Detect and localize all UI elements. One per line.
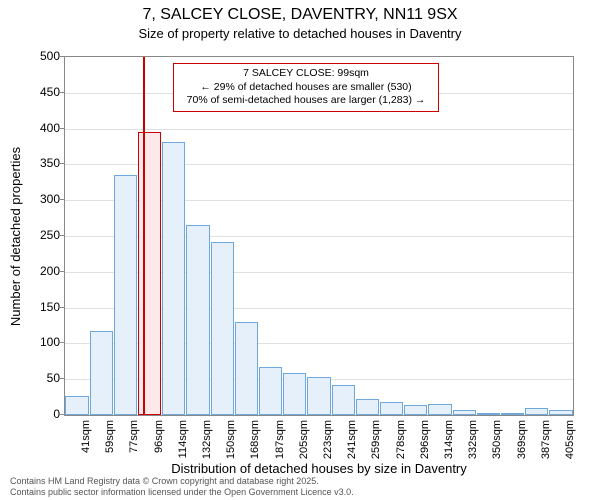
ytick-label: 300 — [26, 192, 60, 206]
xtick-label: 132sqm — [201, 420, 213, 459]
xtick-label: 405sqm — [564, 420, 576, 459]
callout-box: 7 SALCEY CLOSE: 99sqm← 29% of detached h… — [173, 63, 439, 112]
xtick-label: 114sqm — [177, 420, 189, 458]
xtick-label: 387sqm — [540, 420, 552, 459]
footer-line-1: Contains HM Land Registry data © Crown c… — [10, 476, 590, 487]
histogram-bar — [259, 367, 282, 415]
histogram-bar — [525, 408, 548, 415]
xtick-label: 278sqm — [395, 420, 407, 459]
histogram-bar — [211, 242, 234, 415]
ytick-mark — [60, 128, 64, 129]
ytick-label: 400 — [26, 121, 60, 135]
ytick-label: 250 — [26, 228, 60, 242]
histogram-bar — [283, 373, 306, 415]
xtick-label: 369sqm — [516, 420, 528, 459]
xtick-label: 332sqm — [467, 420, 479, 459]
xtick-label: 168sqm — [249, 420, 261, 459]
xtick-label: 350sqm — [491, 420, 503, 459]
plot-area: 7 SALCEY CLOSE: 99sqm← 29% of detached h… — [64, 56, 574, 416]
histogram-bar — [307, 377, 330, 415]
ytick-mark — [60, 414, 64, 415]
callout-line-3: 70% of semi-detached houses are larger (… — [180, 94, 432, 108]
y-axis-label: Number of detached properties — [8, 56, 24, 416]
histogram-bar — [428, 404, 451, 415]
xtick-label: 314sqm — [443, 420, 455, 459]
footer-line-2: Contains public sector information licen… — [10, 487, 590, 498]
callout-line-1: 7 SALCEY CLOSE: 99sqm — [180, 67, 432, 81]
ytick-mark — [60, 342, 64, 343]
histogram-bar — [549, 410, 572, 415]
x-axis-label: Distribution of detached houses by size … — [64, 461, 574, 476]
histogram-bar — [114, 175, 137, 415]
xtick-label: 59sqm — [104, 420, 116, 453]
xtick-label: 150sqm — [225, 420, 237, 459]
ytick-mark — [60, 163, 64, 164]
xtick-label: 187sqm — [274, 420, 286, 459]
ytick-label: 200 — [26, 264, 60, 278]
histogram-bar — [138, 132, 161, 415]
gridline — [65, 129, 573, 130]
histogram-bar — [90, 331, 113, 415]
xtick-label: 77sqm — [128, 420, 140, 453]
chart-container: 7, SALCEY CLOSE, DAVENTRY, NN11 9SX Size… — [0, 0, 600, 500]
ytick-mark — [60, 271, 64, 272]
y-axis-label-text: Number of detached properties — [9, 146, 24, 325]
xtick-label: 259sqm — [370, 420, 382, 459]
xtick-label: 96sqm — [153, 420, 165, 453]
ytick-mark — [60, 199, 64, 200]
ytick-label: 50 — [26, 371, 60, 385]
reference-line — [143, 57, 145, 415]
histogram-bar — [356, 399, 379, 415]
attribution-footer: Contains HM Land Registry data © Crown c… — [10, 476, 590, 498]
histogram-bar — [404, 405, 427, 415]
histogram-bar — [501, 413, 524, 415]
histogram-bar — [65, 396, 88, 415]
histogram-bar — [186, 225, 209, 415]
histogram-bar — [235, 322, 258, 415]
ytick-mark — [60, 56, 64, 57]
xtick-label: 241sqm — [346, 420, 358, 459]
histogram-bar — [453, 410, 476, 415]
chart-subtitle: Size of property relative to detached ho… — [0, 26, 600, 41]
chart-title: 7, SALCEY CLOSE, DAVENTRY, NN11 9SX — [0, 6, 600, 24]
xtick-label: 41sqm — [80, 420, 92, 453]
titles-block: 7, SALCEY CLOSE, DAVENTRY, NN11 9SX Size… — [0, 0, 600, 41]
ytick-label: 350 — [26, 156, 60, 170]
xtick-label: 205sqm — [298, 420, 310, 459]
xtick-label: 223sqm — [322, 420, 334, 459]
ytick-mark — [60, 307, 64, 308]
histogram-bar — [477, 413, 500, 415]
histogram-bar — [162, 142, 185, 416]
ytick-label: 450 — [26, 85, 60, 99]
callout-line-2: ← 29% of detached houses are smaller (53… — [180, 81, 432, 95]
ytick-label: 500 — [26, 49, 60, 63]
ytick-label: 100 — [26, 335, 60, 349]
ytick-label: 0 — [26, 407, 60, 421]
xtick-label: 296sqm — [419, 420, 431, 459]
ytick-label: 150 — [26, 300, 60, 314]
ytick-mark — [60, 235, 64, 236]
ytick-mark — [60, 378, 64, 379]
histogram-bar — [380, 402, 403, 415]
ytick-mark — [60, 92, 64, 93]
histogram-bar — [332, 385, 355, 415]
